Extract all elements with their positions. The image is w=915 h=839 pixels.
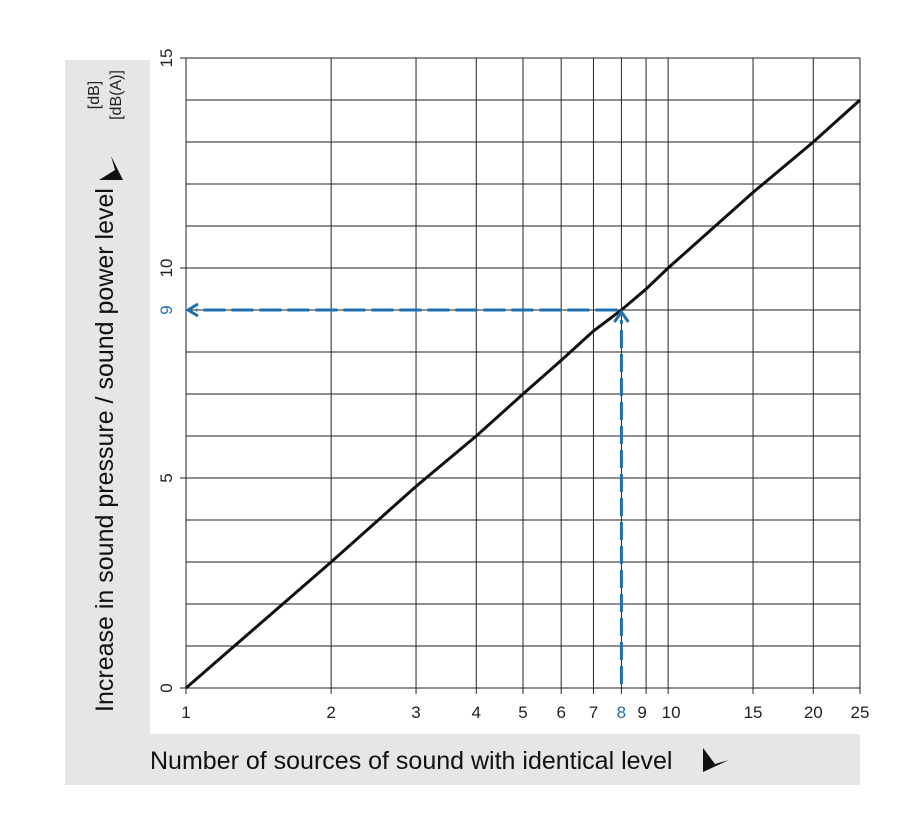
plot-area [150,58,861,734]
x-tick-label-6: 6 [556,703,565,722]
x-tick-label-1: 1 [181,703,190,722]
x-tick-label-4: 4 [472,703,481,722]
y-unit-db: [dB] [86,81,103,109]
y-axis-title: Increase in sound pressure / sound power… [91,188,119,712]
x-axis-arrow-icon [703,748,729,772]
x-tick-label-8: 8 [617,703,626,722]
y-tick-label-15: 15 [157,49,176,68]
y-tick-label-10: 10 [157,259,176,278]
x-tick-label-25: 25 [851,703,870,722]
bottom-label-panel [65,733,860,785]
x-tick-label-5: 5 [518,703,527,722]
series-layer [185,98,862,690]
x-tick-label-9: 9 [637,703,646,722]
example-left-arrowhead-icon [185,302,199,318]
y-tick-label-0: 0 [157,683,176,692]
example-up-arrowhead-icon [613,309,630,323]
x-tick-label-3: 3 [411,703,420,722]
y-unit-dba: [dB(A)] [108,70,125,120]
y-tick-label-5: 5 [157,473,176,482]
y-axis-arrow-icon [99,156,123,180]
y-tick-label-example: 9 [157,305,176,314]
x-tick-label-2: 2 [326,703,335,722]
x-tick-label-15: 15 [744,703,763,722]
example-layer [185,302,630,684]
x-tick-label-10: 10 [662,703,681,722]
x-tick-label-20: 20 [804,703,823,722]
series-line-0 [185,98,862,690]
x-axis-title: Number of sources of sound with identica… [150,747,673,775]
x-tick-label-7: 7 [589,703,598,722]
